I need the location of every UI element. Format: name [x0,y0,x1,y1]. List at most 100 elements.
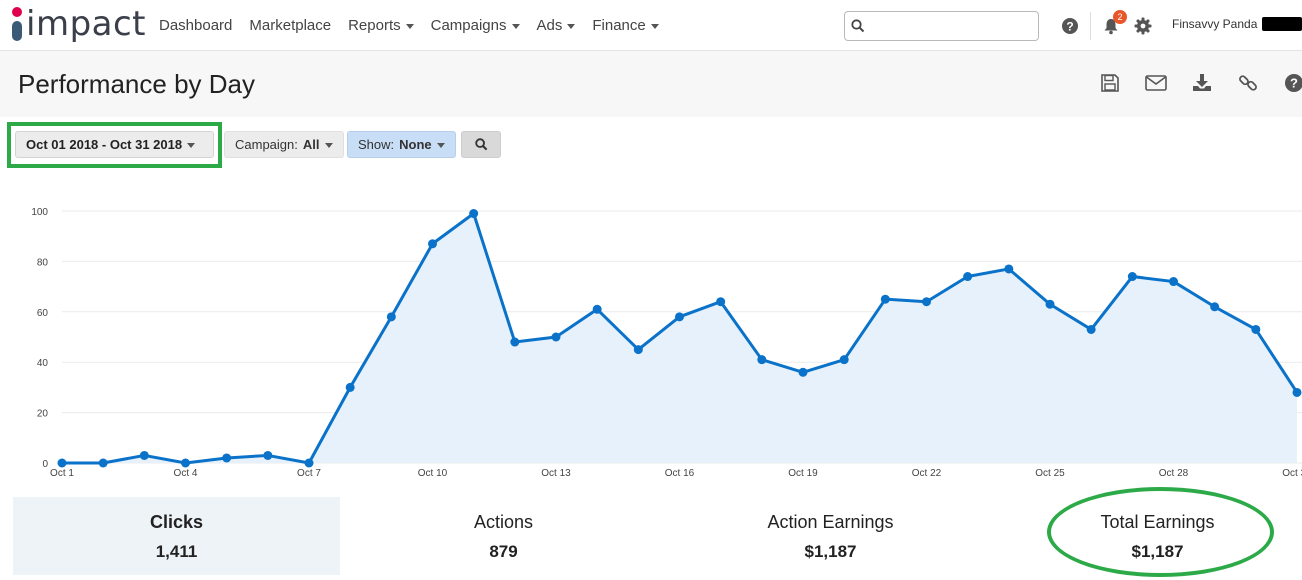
x-tick-label: Oct 7 [297,468,321,479]
nav-icon-group: ? 2 [1058,0,1155,51]
campaign-filter-value: All [302,137,320,152]
data-point [1004,264,1014,274]
y-tick-label: 80 [37,257,49,268]
caret-down-icon [650,23,659,29]
data-point [263,450,273,460]
download-report-button[interactable] [1190,71,1214,95]
logo-text: impact [26,4,147,44]
data-point [510,337,520,347]
nav-campaigns[interactable]: Campaigns [431,17,520,34]
data-point [633,345,643,355]
data-point [98,458,108,468]
data-point [798,367,808,377]
stat-clicks[interactable]: Clicks 1,411 [13,497,340,575]
data-point [880,294,890,304]
page-help-button[interactable]: ? [1282,71,1302,95]
stat-clicks-label: Clicks [149,512,204,532]
email-report-button[interactable] [1144,71,1168,95]
stat-total-earnings-value: $1,187 [1131,542,1184,561]
data-point [551,332,561,342]
data-point [963,272,973,282]
impact-logo[interactable]: impact [10,4,150,46]
y-tick-label: 0 [42,459,48,470]
data-point [675,312,684,322]
data-point [1045,299,1055,309]
run-report-button[interactable] [461,131,501,158]
stat-action-earnings-value: $1,187 [804,542,857,561]
nav-reports[interactable]: Reports [348,17,414,34]
nav-marketplace[interactable]: Marketplace [249,17,331,34]
stat-total-earnings[interactable]: Total Earnings $1,187 [994,497,1302,575]
caret-down-icon [187,142,196,148]
main-nav: Dashboard Marketplace Reports Campaigns … [159,0,659,51]
nav-ads[interactable]: Ads [537,17,576,34]
x-tick-label: Oct 10 [418,468,448,479]
y-tick-label: 40 [37,358,49,369]
campaign-filter[interactable]: Campaign: All [224,131,344,158]
performance-chart-svg: 0 20 40 60 80 100 Oct 1 Oct 4 Oct 7 Oct 10 Oct 13 O… [31,207,1302,479]
page-title: Performance by Day [18,69,255,99]
x-tick-label: Oct 4 [174,468,198,479]
nav-finance-label: Finance [592,17,646,34]
page-toolbar: ? [1098,71,1302,95]
download-icon [1193,74,1211,91]
logo-dot-blue [12,21,22,41]
redacted-block [1262,17,1302,31]
caret-down-icon [567,23,576,29]
save-report-button[interactable] [1098,71,1122,95]
caret-down-icon [436,142,445,148]
help-button[interactable]: ? [1058,14,1082,38]
data-point [1210,302,1220,312]
settings-button[interactable] [1131,14,1155,38]
x-tick-label: Oct 22 [912,468,942,479]
date-range-picker[interactable]: Oct 01 2018 - Oct 31 2018 [15,131,214,158]
data-point [139,450,149,460]
stat-action-earnings[interactable]: Action Earnings $1,187 [667,497,994,575]
help-circle-icon: ? [1062,17,1078,34]
nav-campaigns-label: Campaigns [430,17,507,34]
data-point [345,382,355,392]
global-search-input[interactable] [845,12,1038,40]
x-tick-label: Oct 31 [1282,468,1302,479]
data-point [1086,324,1096,334]
data-point [757,355,767,365]
data-point [1292,387,1302,397]
date-range-highlight [7,122,222,168]
date-range-value: Oct 01 2018 - Oct 31 2018 [26,137,183,152]
share-link-button[interactable] [1236,71,1260,95]
svg-text:?: ? [1290,76,1298,91]
notifications-button[interactable]: 2 [1099,9,1127,38]
stat-clicks-value: 1,411 [155,542,198,561]
x-tick-label: Oct 25 [1035,468,1065,479]
data-point [428,239,437,249]
caret-down-icon [324,142,333,148]
user-name[interactable]: Finsavvy Panda [1172,17,1258,31]
show-filter-value: None [399,137,432,152]
top-navbar: impact Dashboard Marketplace Reports Cam… [0,0,1302,51]
data-point [592,304,602,314]
nav-finance[interactable]: Finance [592,17,659,34]
x-tick-label: Oct 1 [50,468,74,479]
y-tick-label: 100 [31,207,48,218]
y-tick-label: 20 [37,409,49,420]
nav-reports-label: Reports [348,17,401,34]
x-tick-label: Oct 16 [665,468,695,479]
data-point [922,297,931,307]
nav-marketplace-label: Marketplace [249,17,332,34]
nav-dashboard[interactable]: Dashboard [159,17,232,34]
search-icon [474,138,487,151]
show-filter[interactable]: Show: None [347,131,456,158]
stat-actions-value: 879 [489,542,518,561]
email-icon [1145,75,1167,91]
data-point [1169,277,1178,287]
stat-total-earnings-label: Total Earnings [1100,512,1215,532]
data-point [839,355,849,365]
data-point [1251,324,1261,334]
caret-down-icon [511,23,520,29]
data-point [181,458,190,468]
stat-actions[interactable]: Actions 879 [340,497,667,575]
nav-dashboard-label: Dashboard [159,17,233,34]
caret-down-icon [405,23,414,29]
show-filter-label: Show: [358,137,395,152]
data-point [222,453,232,463]
